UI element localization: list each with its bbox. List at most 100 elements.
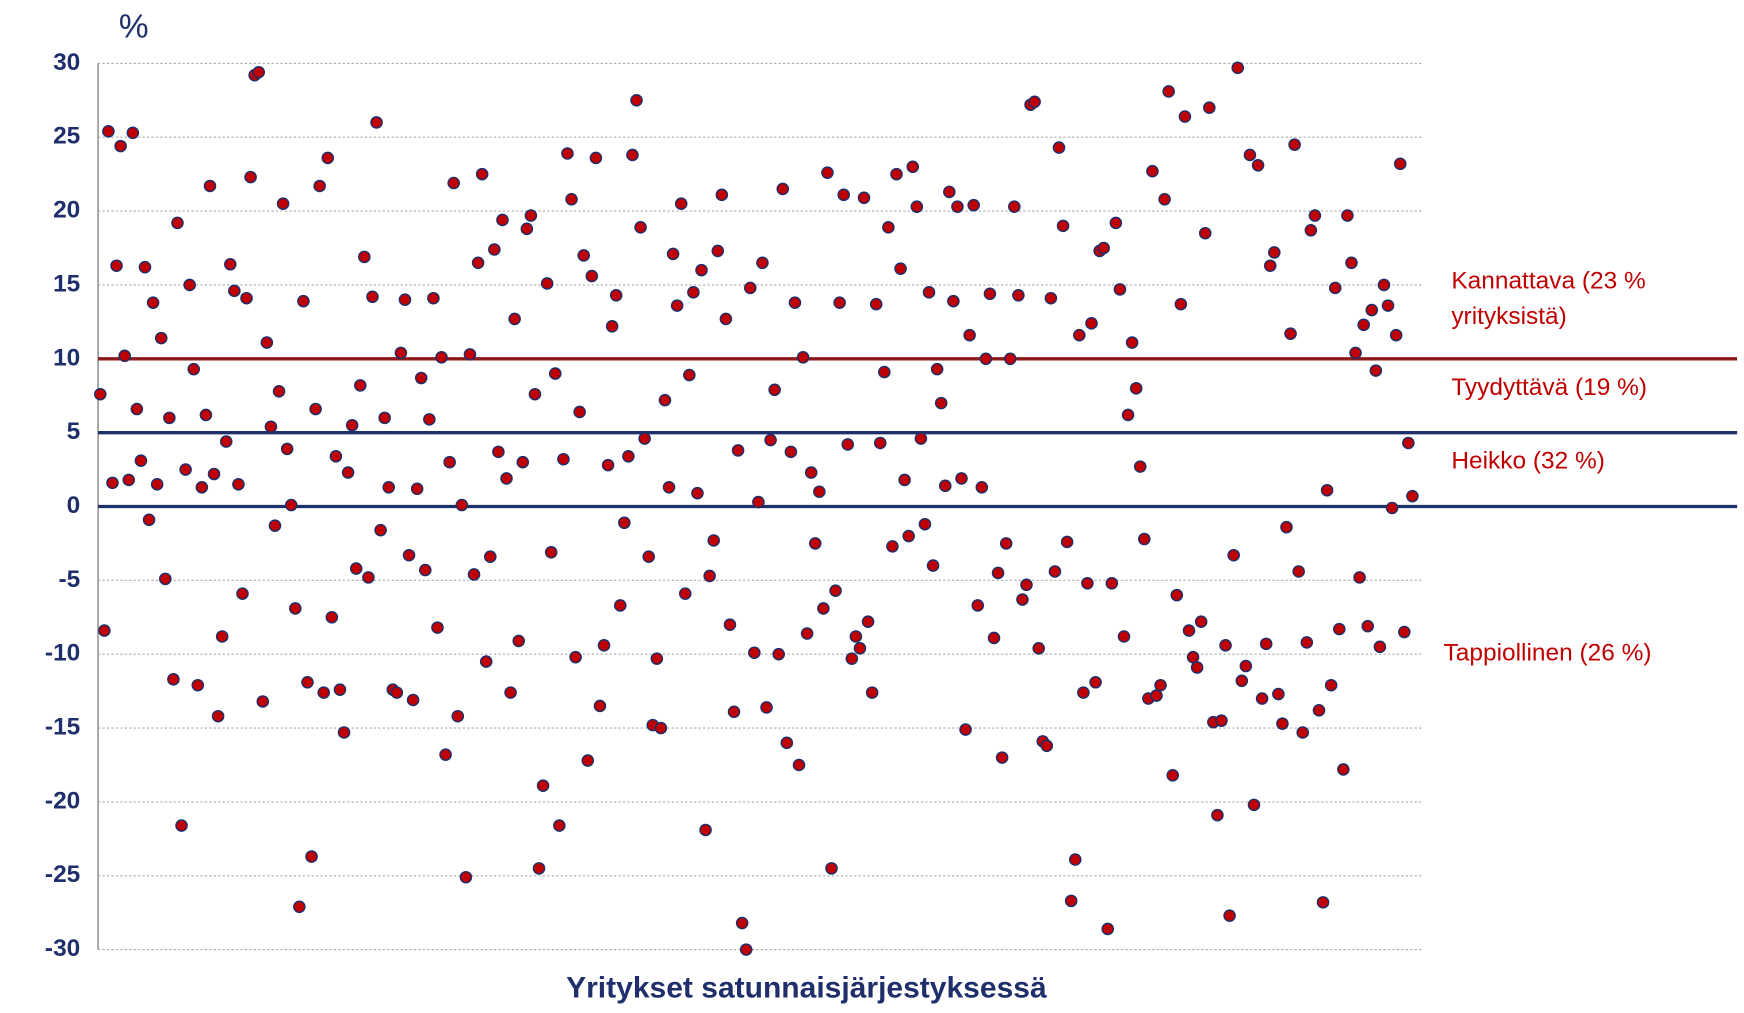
point <box>938 479 952 493</box>
y-tick-label: 30 <box>53 49 80 76</box>
y-tick-label: 20 <box>53 197 80 224</box>
point <box>443 455 456 469</box>
point <box>833 296 846 309</box>
point <box>1097 241 1110 255</box>
point <box>1247 798 1261 812</box>
point <box>138 260 152 274</box>
point <box>967 198 980 212</box>
point <box>581 754 595 767</box>
point <box>634 221 647 234</box>
point <box>394 346 408 360</box>
point <box>1300 636 1314 649</box>
point <box>1016 593 1029 606</box>
point <box>504 686 517 699</box>
point <box>577 249 590 262</box>
point <box>1056 219 1070 233</box>
point <box>979 352 993 366</box>
point <box>687 286 700 299</box>
point <box>1113 283 1127 296</box>
point <box>825 862 838 875</box>
point <box>1304 224 1318 237</box>
point <box>829 584 842 597</box>
point <box>918 517 932 531</box>
point <box>1068 853 1082 866</box>
point <box>605 320 619 333</box>
point <box>902 529 915 543</box>
point <box>1117 630 1131 643</box>
point <box>163 411 176 425</box>
point <box>1162 85 1175 98</box>
point <box>183 278 196 292</box>
point <box>752 495 765 509</box>
point <box>695 263 708 277</box>
point <box>524 209 538 222</box>
point <box>894 262 907 275</box>
point <box>926 559 940 572</box>
point <box>768 383 781 397</box>
point <box>1194 615 1208 628</box>
point <box>1272 687 1285 701</box>
point <box>98 624 111 637</box>
point <box>106 476 119 490</box>
point <box>1377 278 1391 292</box>
point <box>1146 164 1159 178</box>
point <box>1345 256 1358 270</box>
point <box>987 631 1001 645</box>
point <box>126 126 140 140</box>
point <box>1174 297 1188 311</box>
point <box>1101 922 1115 936</box>
point <box>203 179 217 193</box>
point <box>179 463 192 476</box>
point <box>1316 896 1330 909</box>
point <box>309 402 322 416</box>
point <box>1064 894 1078 908</box>
point <box>674 197 688 210</box>
annotation: Kannattava (23 % <box>1451 267 1645 294</box>
annotation: Heikko (32 %) <box>1451 448 1605 475</box>
point <box>1353 571 1366 584</box>
point <box>341 466 355 479</box>
point <box>1060 535 1074 549</box>
point <box>699 823 712 837</box>
point <box>593 699 607 713</box>
point <box>333 683 347 696</box>
x-axis-label: Yritykset satunnaisjärjestyksessä <box>566 972 1047 1005</box>
point <box>662 481 676 494</box>
point <box>475 167 489 181</box>
point <box>1109 216 1123 230</box>
point <box>865 686 879 699</box>
point <box>414 371 428 385</box>
point <box>963 328 976 342</box>
point <box>264 420 278 434</box>
point <box>224 257 237 271</box>
point <box>427 291 440 305</box>
point <box>557 452 570 466</box>
point <box>512 634 525 648</box>
point <box>735 916 749 930</box>
point <box>451 709 465 723</box>
point <box>1393 157 1407 171</box>
point <box>1389 328 1403 342</box>
point <box>317 686 331 699</box>
point <box>1251 159 1265 172</box>
point <box>971 599 985 612</box>
point <box>780 736 794 750</box>
point <box>821 166 834 179</box>
point <box>1296 726 1310 739</box>
point <box>146 296 160 309</box>
point <box>597 639 611 652</box>
point <box>1292 565 1305 578</box>
point <box>813 485 826 499</box>
point <box>1150 689 1163 702</box>
point <box>354 379 367 392</box>
point <box>626 148 639 162</box>
point <box>955 472 968 485</box>
point <box>532 862 546 875</box>
point <box>134 454 148 467</box>
point <box>622 449 635 463</box>
point <box>544 546 558 559</box>
point <box>1333 622 1346 636</box>
point <box>601 458 615 472</box>
point <box>589 151 603 165</box>
